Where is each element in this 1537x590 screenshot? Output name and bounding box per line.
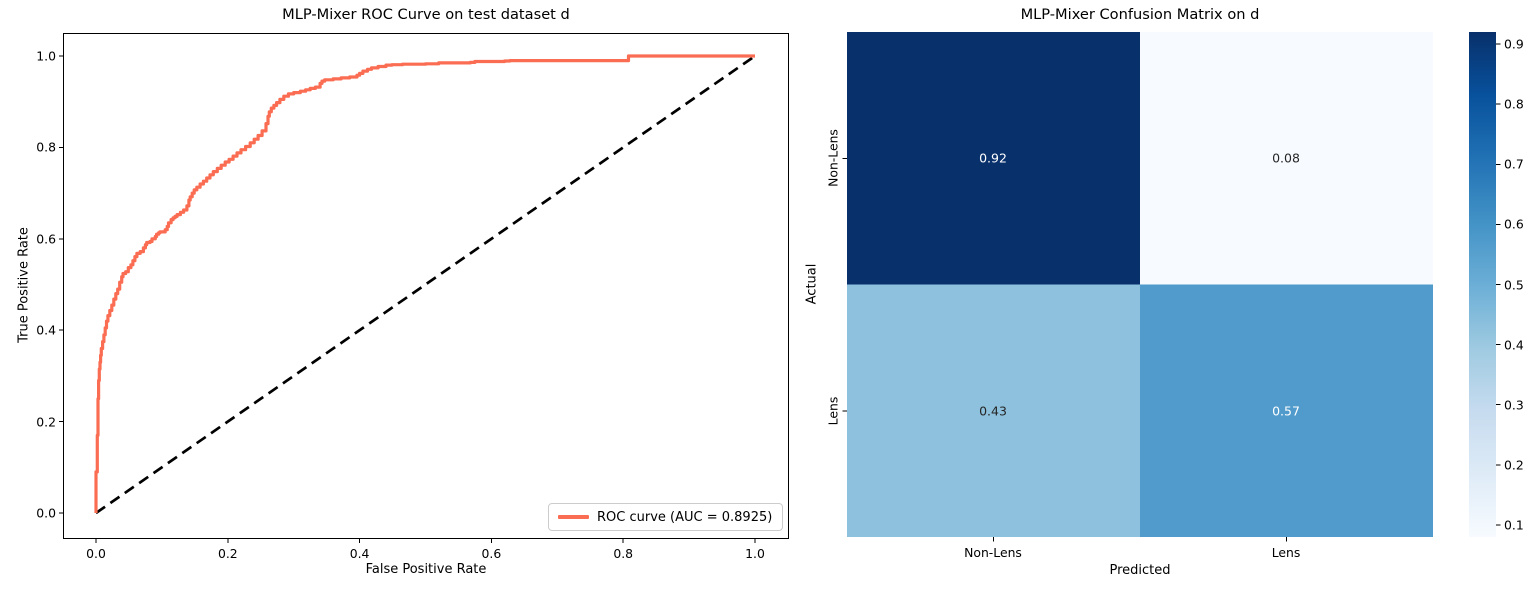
- colorbar: [1469, 32, 1496, 537]
- roc-xtick-label: 0.8: [613, 546, 634, 561]
- cm-cell-1-0: [847, 284, 1140, 537]
- cm-cell-value-1-1: 0.57: [1272, 403, 1300, 419]
- roc-xlabel: False Positive Rate: [365, 562, 487, 577]
- cm-cell-value-0-0: 0.92: [979, 150, 1007, 166]
- roc-axes-frame: [63, 33, 789, 539]
- roc-curve-legend-swatch: [558, 515, 589, 519]
- roc-title: MLP-Mixer ROC Curve on test dataset d: [282, 6, 570, 23]
- roc-xtick-label: 0.0: [86, 546, 106, 561]
- cm-cell-0-1: [1140, 32, 1433, 285]
- cm-xtick-label-lens: Lens: [1271, 545, 1301, 560]
- cm-title: MLP-Mixer Confusion Matrix on d: [1020, 6, 1260, 23]
- colorbar-tick-label: 0.5: [1504, 277, 1524, 292]
- cm-cell-0-0: [847, 32, 1140, 285]
- colorbar-tick-label: 0.3: [1504, 397, 1524, 413]
- roc-ytick-label: 0.8: [36, 139, 56, 155]
- roc-xtick-label: 0.4: [349, 546, 370, 561]
- cm-cell-value-0-1: 0.08: [1272, 150, 1300, 166]
- roc-ytick-label: 0.0: [36, 505, 56, 521]
- roc-legend-label: ROC curve (AUC = 0.8925): [597, 509, 773, 525]
- cm-xlabel: Predicted: [1109, 563, 1171, 578]
- roc-xtick-label: 0.6: [481, 546, 502, 561]
- cm-ytick-label-non-lens: Non-Lens: [825, 129, 841, 187]
- cm-cell-value-1-0: 0.43: [979, 403, 1007, 419]
- roc-ytick-label: 0.6: [36, 231, 56, 247]
- colorbar-tick-label: 0.2: [1504, 457, 1524, 473]
- colorbar-tick-label: 0.7: [1504, 156, 1524, 172]
- colorbar-tick-label: 0.6: [1504, 216, 1524, 232]
- chance-diagonal-line: [95, 54, 756, 515]
- roc-ytick-label: 0.2: [36, 414, 56, 430]
- colorbar-tick-label: 0.4: [1504, 337, 1524, 353]
- roc-ytick-label: 0.4: [36, 322, 56, 338]
- colorbar-tick-label: 0.9: [1504, 36, 1524, 52]
- cm-cell-1-1: [1140, 284, 1433, 537]
- cm-xtick-label-non-lens: Non-Lens: [964, 545, 1022, 560]
- roc-curve-path: [94, 54, 755, 513]
- colorbar-tick-label: 0.8: [1504, 96, 1524, 112]
- roc-xtick-label: 0.2: [217, 546, 238, 561]
- cm-ylabel: Actual: [804, 263, 820, 305]
- colorbar-tick-label: 0.1: [1504, 517, 1524, 533]
- roc-ytick-label: 1.0: [36, 48, 56, 64]
- cm-ytick-label-lens: Lens: [825, 396, 841, 426]
- roc-legend: ROC curve (AUC = 0.8925): [548, 503, 783, 531]
- roc-xtick-label: 1.0: [745, 546, 765, 561]
